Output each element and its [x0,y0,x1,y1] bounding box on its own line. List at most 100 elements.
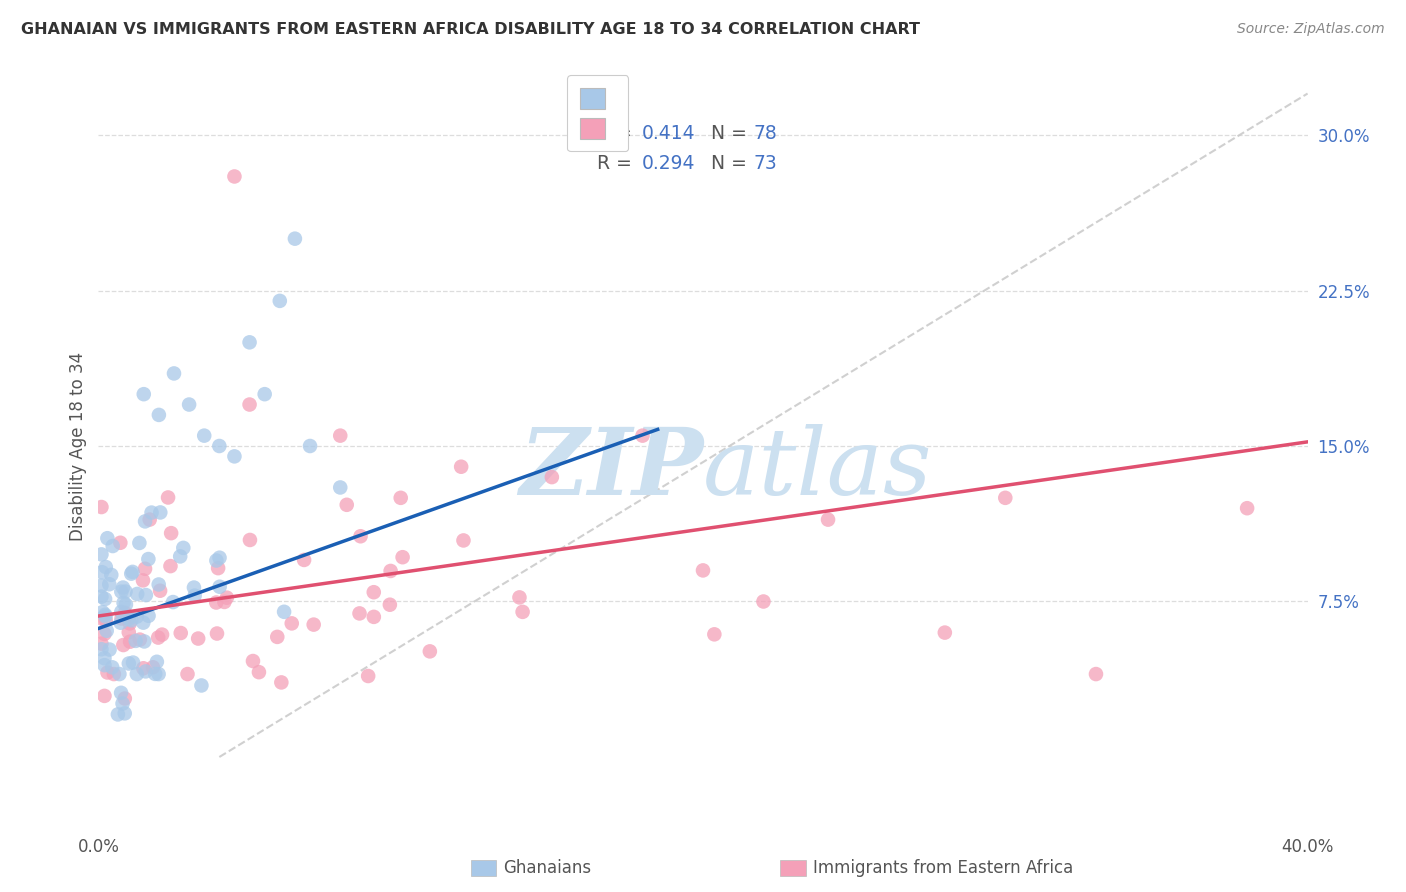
Point [134,634,156,648]
Point [138,552,160,566]
Text: atlas: atlas [703,424,932,514]
Point [205,595,228,609]
Point [118,612,141,626]
Point [110,615,132,630]
Text: N =: N = [699,123,754,143]
Text: Ghanaians: Ghanaians [503,859,592,877]
Point [284,232,307,246]
Point [132,574,155,588]
Point [692,563,714,577]
Point [135,588,157,602]
Point [148,408,170,422]
Legend: , : , [567,75,628,152]
Point [120,566,142,581]
Point [110,686,132,700]
Point [93,627,115,641]
Point [208,580,231,594]
Text: 0.414: 0.414 [641,123,695,143]
Point [103,667,125,681]
Point [266,630,288,644]
Point [93,651,115,665]
Point [90,579,112,593]
Point [253,387,276,401]
Point [94,613,117,627]
Point [349,529,371,543]
Point [118,625,141,640]
Point [336,498,359,512]
Point [94,609,117,624]
Text: ZIP: ZIP [519,424,703,514]
Point [508,591,530,605]
Point [121,565,143,579]
Point [391,550,413,565]
Point [100,567,122,582]
Point [363,585,385,599]
Point [110,611,132,625]
Point [98,642,121,657]
Point [208,439,231,453]
Point [138,608,160,623]
Point [172,541,194,555]
Point [215,591,238,605]
Point [512,605,534,619]
Point [120,634,142,648]
Point [93,689,115,703]
Point [142,660,165,674]
Point [112,638,135,652]
Point [329,428,352,442]
Point [125,667,148,681]
Point [270,675,292,690]
Point [132,661,155,675]
Point [94,560,117,574]
Point [378,598,401,612]
Point [114,706,136,721]
Point [150,627,173,641]
Point [224,450,246,464]
Point [111,581,134,595]
Point [239,398,262,412]
Point [93,658,115,673]
Point [389,491,412,505]
Point [90,548,112,562]
Point [143,667,166,681]
Point [94,591,117,606]
Point [160,526,183,541]
Point [994,491,1017,505]
Point [149,583,172,598]
Point [96,624,118,638]
Point [94,607,117,622]
Point [127,587,149,601]
Point [149,505,172,519]
Point [239,335,262,350]
Point [208,550,231,565]
Point [146,655,169,669]
Point [98,577,121,591]
Point [135,665,157,679]
Point [292,553,315,567]
Text: Immigrants from Eastern Africa: Immigrants from Eastern Africa [813,859,1073,877]
Point [90,637,112,651]
Point [91,605,114,619]
Point [329,480,352,494]
Point [269,293,291,308]
Point [148,577,170,591]
Point [96,531,118,545]
Point [239,533,262,547]
Point [1236,501,1258,516]
Point [214,595,236,609]
Point [157,491,180,505]
Point [273,605,295,619]
Point [540,470,562,484]
Point [169,549,191,564]
Point [111,697,134,711]
Point [299,439,322,453]
Point [163,367,186,381]
Point [247,665,270,680]
Point [110,605,132,619]
Y-axis label: Disability Age 18 to 34: Disability Age 18 to 34 [69,351,87,541]
Point [107,707,129,722]
Point [101,539,124,553]
Point [134,562,156,576]
Point [170,626,193,640]
Point [224,169,246,184]
